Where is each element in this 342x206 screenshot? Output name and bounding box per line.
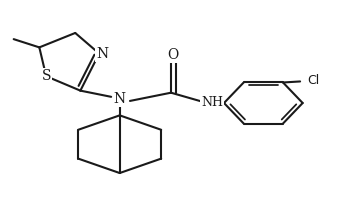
Text: S: S — [41, 69, 51, 83]
Text: Cl: Cl — [307, 74, 319, 87]
Text: O: O — [167, 48, 178, 62]
Text: NH: NH — [201, 96, 223, 110]
Text: N: N — [114, 92, 126, 106]
Text: N: N — [96, 47, 109, 61]
